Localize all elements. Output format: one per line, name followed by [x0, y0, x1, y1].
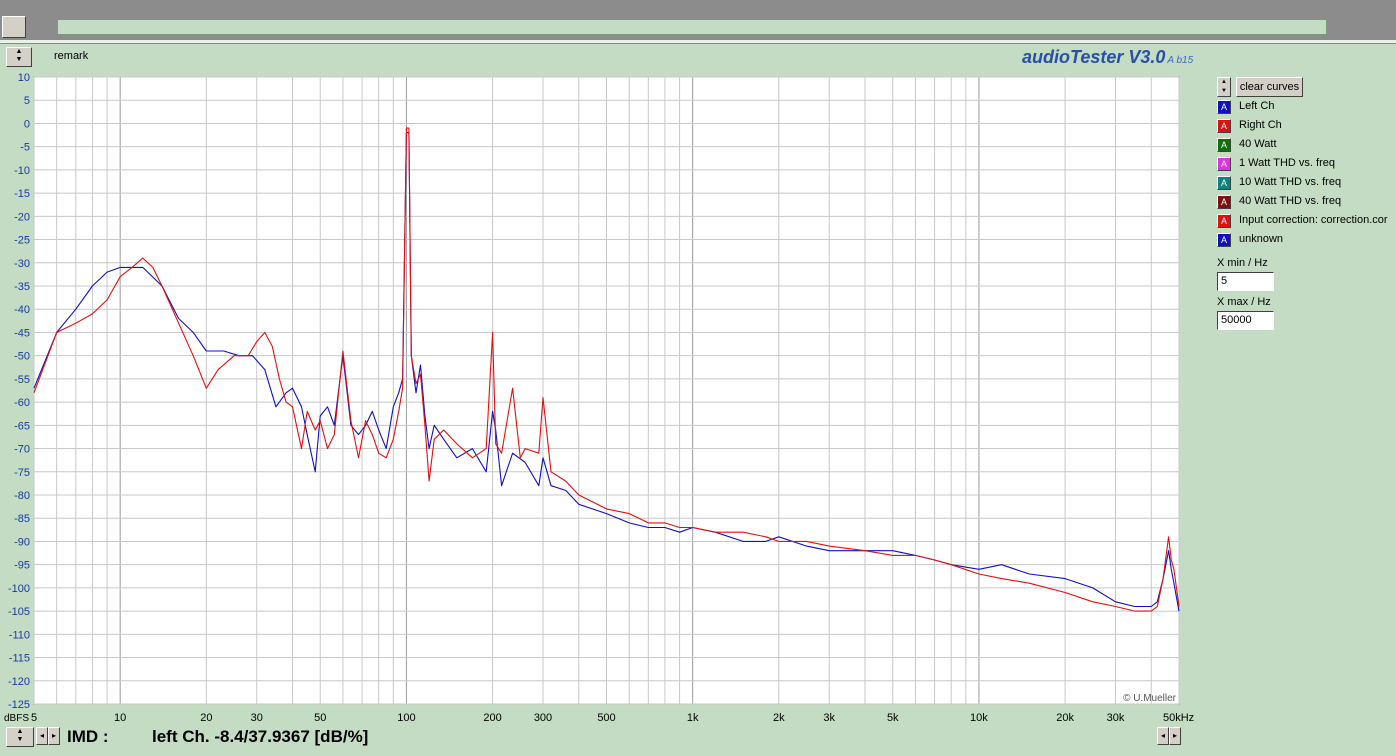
scroll-left-button[interactable]: ◂: [1157, 727, 1169, 745]
legend-label: 40 Watt THD vs. freq: [1239, 195, 1342, 207]
y-tick-label: -50: [14, 351, 30, 363]
x-tick-label: 10k: [970, 712, 988, 724]
scroll-right-button[interactable]: ▸: [1169, 727, 1181, 745]
xmin-label: X min / Hz: [1217, 257, 1268, 269]
curve-toggle-icon[interactable]: A: [1217, 214, 1231, 228]
measurement-value: left Ch. -8.4/37.9367 [dB/%]: [152, 727, 369, 746]
y-tick-label: -95: [14, 560, 30, 572]
y-unit-label: dBFS: [4, 713, 29, 724]
curve-toggle-icon[interactable]: A: [1217, 157, 1231, 171]
x-tick-label: 500: [597, 712, 615, 724]
y-tick-label: -75: [14, 467, 30, 479]
y-tick-label: -85: [14, 513, 30, 525]
xmax-label: X max / Hz: [1217, 296, 1271, 308]
x-tick-label: 1k: [687, 712, 699, 724]
y-tick-label: 10: [18, 72, 30, 84]
curve-toggle-icon[interactable]: A: [1217, 100, 1231, 114]
app-title: audioTester V3.0 A b15: [1022, 47, 1193, 68]
app-title-text: audioTester V3.0: [1022, 47, 1166, 67]
y-tick-label: -20: [14, 211, 30, 223]
legend-label: 1 Watt THD vs. freq: [1239, 157, 1335, 169]
y-tick-label: -55: [14, 374, 30, 386]
y-tick-label: 0: [24, 118, 30, 130]
y-tick-label: -35: [14, 281, 30, 293]
y-tick-label: -70: [14, 444, 30, 456]
y-tick-label: -25: [14, 235, 30, 247]
y-tick-label: -15: [14, 188, 30, 200]
y-tick-label: -30: [14, 258, 30, 270]
y-tick-label: -100: [8, 583, 30, 595]
curve-toggle-icon[interactable]: A: [1217, 195, 1231, 209]
legend-label: Right Ch: [1239, 119, 1282, 131]
x-tick-label: 5k: [887, 712, 899, 724]
xmax-field[interactable]: 50000: [1217, 311, 1274, 330]
legend-label: Input correction: correction.cor: [1239, 214, 1388, 226]
x-tick-label: 30k: [1107, 712, 1125, 724]
top-info-field: [57, 19, 1327, 35]
curve-toggle-icon[interactable]: A: [1217, 119, 1231, 133]
y-tick-label: -65: [14, 420, 30, 432]
y-tick-label: 5: [24, 95, 30, 107]
y-tick-label: -45: [14, 327, 30, 339]
curve-toggle-icon[interactable]: A: [1217, 138, 1231, 152]
y-tick-label: -80: [14, 490, 30, 502]
legend-label: 40 Watt: [1239, 138, 1277, 150]
app-version: A b15: [1167, 55, 1194, 66]
prev-arrow-button[interactable]: ◂: [36, 727, 48, 745]
remark-label: remark: [54, 50, 89, 62]
copyright-label: © U.Mueller: [1123, 693, 1177, 704]
top-spin-button[interactable]: [2, 16, 26, 38]
y-tick-label: -105: [8, 606, 30, 618]
curve-toggle-icon[interactable]: A: [1217, 176, 1231, 190]
legend-label: Left Ch: [1239, 100, 1275, 112]
legend-label: unknown: [1239, 233, 1284, 245]
clear-spin-button[interactable]: ▲ ▼: [1217, 77, 1231, 97]
x-tick-label: 200: [483, 712, 501, 724]
y-tick-label: -40: [14, 304, 30, 316]
x-tick-label: 50kHz: [1163, 712, 1194, 724]
y-tick-label: -115: [9, 653, 30, 665]
x-tick-label: 2k: [773, 712, 785, 724]
x-tick-label: 20: [200, 712, 212, 724]
x-tick-label: 300: [534, 712, 552, 724]
bottom-spin-button[interactable]: ▲ ▼: [6, 727, 34, 747]
legend-label: 10 Watt THD vs. freq: [1239, 176, 1342, 188]
x-tick-label: 20k: [1056, 712, 1074, 724]
x-tick-label: 3k: [823, 712, 835, 724]
measurement-label: IMD :: [67, 727, 109, 746]
curve-toggle-icon[interactable]: A: [1217, 233, 1231, 247]
x-axis-ticks: 5 10 20 30 50 100 200 300 500 1k 2k 3k 5k 10k 20k 30k 50…: [31, 712, 1194, 724]
x-tick-label: 50: [314, 712, 326, 724]
clear-curves-button[interactable]: clear curves: [1236, 77, 1303, 97]
y-tick-label: -125: [8, 699, 30, 711]
top-separator: [0, 40, 1396, 44]
x-tick-label: 30: [251, 712, 263, 724]
x-tick-label: 5: [31, 712, 37, 724]
y-tick-label: -10: [14, 165, 30, 177]
chart-grid: [33, 76, 1180, 705]
y-tick-label: -120: [8, 676, 30, 688]
xmin-field[interactable]: 5: [1217, 272, 1274, 291]
y-tick-label: -60: [14, 397, 30, 409]
remark-spin-button[interactable]: ▲ ▼: [6, 47, 32, 67]
series-right-channel: [33, 127, 1180, 612]
y-tick-label: -90: [14, 536, 30, 548]
y-axis-ticks: 10 5 0 -5 -10 -15 -20 -25 -30 -35 -40 -45 -50 -55 -60 -…: [8, 72, 30, 711]
x-tick-label: 100: [397, 712, 415, 724]
y-tick-label: -5: [20, 142, 30, 154]
chart-series: [33, 127, 1180, 612]
next-arrow-button[interactable]: ▸: [48, 727, 60, 745]
x-tick-label: 10: [114, 712, 126, 724]
y-tick-label: -110: [9, 629, 30, 641]
